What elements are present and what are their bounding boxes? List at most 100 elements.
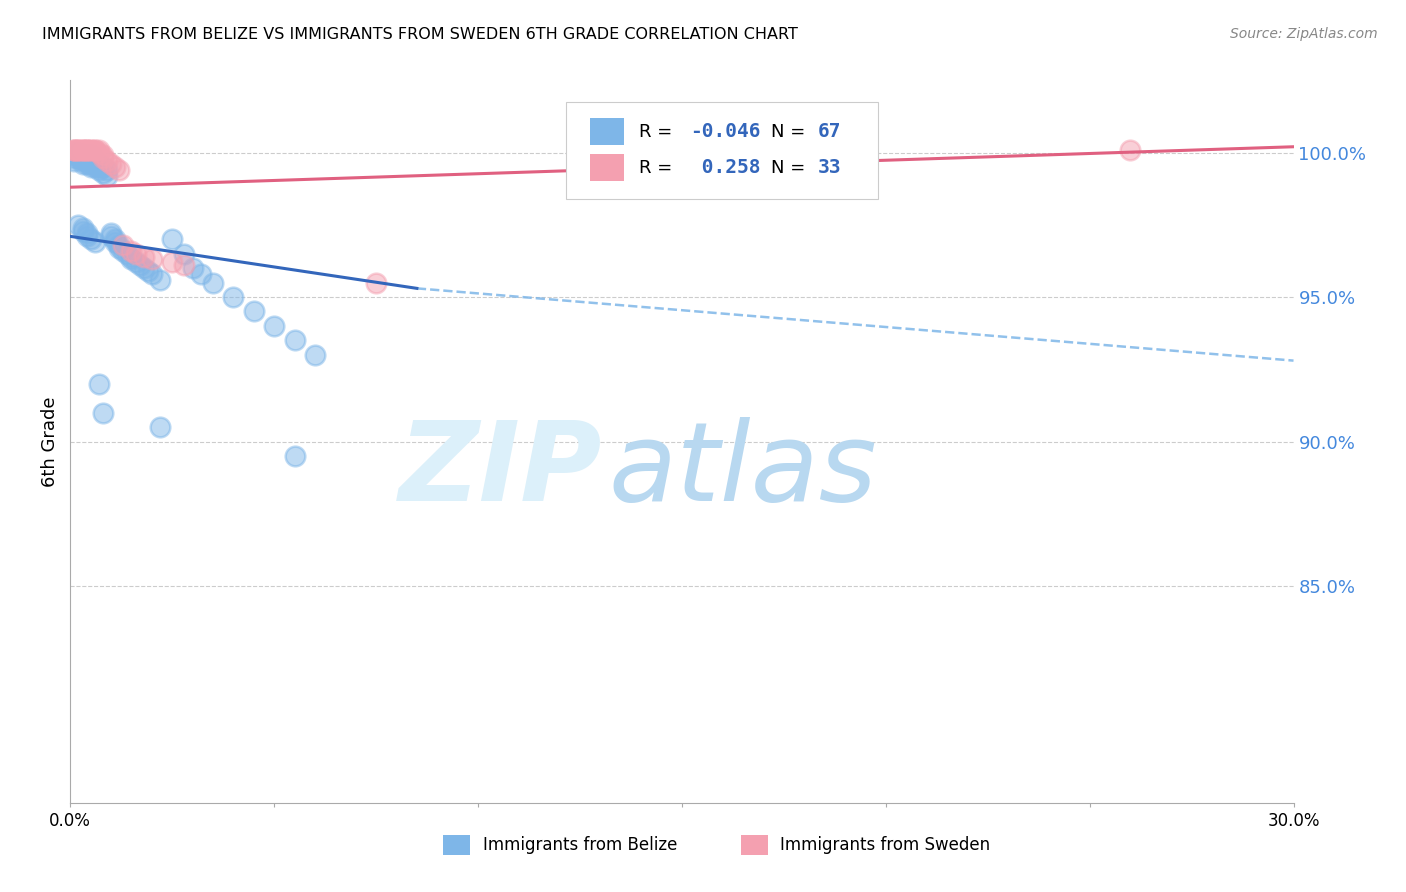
Point (76, 154, 98, 169)
Point (72, 157, 94, 171)
Point (67, 143, 90, 157)
Text: -0.046: -0.046 (690, 122, 761, 141)
Point (67, 143, 90, 157)
Point (96, 169, 118, 183)
Point (87, 162, 110, 177)
Point (141, 252, 163, 267)
Point (91, 151, 114, 165)
Point (162, 232, 183, 246)
Point (72, 143, 94, 157)
Point (132, 250, 155, 264)
Point (222, 290, 245, 304)
Point (76, 157, 98, 171)
Point (63, 143, 86, 157)
Point (104, 160, 127, 174)
Point (128, 258, 150, 272)
Point (124, 255, 146, 269)
Point (67, 218, 90, 232)
Point (1119, 143, 1142, 157)
Text: Immigrants from Belize: Immigrants from Belize (482, 836, 676, 854)
Point (121, 250, 143, 264)
Text: R =: R = (640, 159, 683, 177)
Point (91, 160, 114, 174)
Point (104, 232, 127, 246)
Point (108, 241, 131, 255)
Point (67, 145, 90, 160)
Point (79, 157, 103, 171)
Point (76, 229, 98, 244)
Point (284, 334, 307, 348)
Text: IMMIGRANTS FROM BELIZE VS IMMIGRANTS FROM SWEDEN 6TH GRADE CORRELATION CHART: IMMIGRANTS FROM BELIZE VS IMMIGRANTS FRO… (42, 27, 799, 42)
Point (284, 449, 307, 463)
Point (121, 252, 143, 267)
Point (83, 143, 105, 157)
Point (149, 420, 172, 434)
Point (83, 235, 105, 249)
Point (79, 143, 103, 157)
Point (104, 235, 127, 249)
Point (173, 246, 195, 260)
Point (91, 148, 114, 162)
Point (63, 143, 86, 157)
FancyBboxPatch shape (741, 835, 768, 855)
Point (202, 276, 225, 290)
Point (112, 238, 135, 252)
Text: atlas: atlas (609, 417, 877, 524)
Point (149, 273, 172, 287)
Point (108, 162, 131, 177)
Point (72, 151, 94, 165)
FancyBboxPatch shape (565, 102, 877, 200)
Point (112, 244, 135, 258)
Point (79, 154, 103, 169)
Point (190, 267, 212, 281)
Point (83, 160, 105, 174)
Point (100, 229, 122, 244)
Point (87, 157, 110, 171)
Point (79, 148, 103, 162)
Point (108, 238, 131, 252)
Point (72, 223, 94, 237)
Point (83, 143, 105, 157)
Point (76, 143, 98, 157)
Point (243, 304, 266, 318)
Point (63, 151, 86, 165)
Point (76, 151, 98, 165)
Point (136, 264, 159, 278)
Point (304, 348, 326, 362)
Point (173, 258, 195, 272)
Text: 0.258: 0.258 (690, 158, 761, 178)
Point (63, 154, 86, 169)
Point (72, 143, 94, 157)
Point (83, 154, 105, 169)
Point (121, 244, 143, 258)
Point (96, 162, 118, 177)
Point (63, 143, 86, 157)
Point (132, 261, 155, 276)
Point (117, 246, 139, 260)
Point (100, 227, 122, 241)
Y-axis label: 6th Grade: 6th Grade (41, 396, 59, 487)
Point (79, 143, 103, 157)
FancyBboxPatch shape (443, 835, 470, 855)
Point (79, 160, 103, 174)
FancyBboxPatch shape (591, 118, 624, 145)
Point (63, 148, 86, 162)
Point (124, 246, 146, 260)
Point (141, 267, 163, 281)
Point (72, 148, 94, 162)
Point (63, 145, 86, 160)
Point (87, 145, 110, 160)
Point (91, 406, 114, 420)
Point (67, 143, 90, 157)
Text: N =: N = (772, 122, 811, 141)
Text: N =: N = (772, 159, 811, 177)
Text: Immigrants from Sweden: Immigrants from Sweden (780, 836, 990, 854)
Text: R =: R = (640, 122, 678, 141)
Point (67, 148, 90, 162)
Point (76, 148, 98, 162)
Point (76, 227, 98, 241)
Text: Source: ZipAtlas.com: Source: ZipAtlas.com (1230, 27, 1378, 41)
Point (72, 154, 94, 169)
Point (87, 160, 110, 174)
Point (72, 220, 94, 235)
